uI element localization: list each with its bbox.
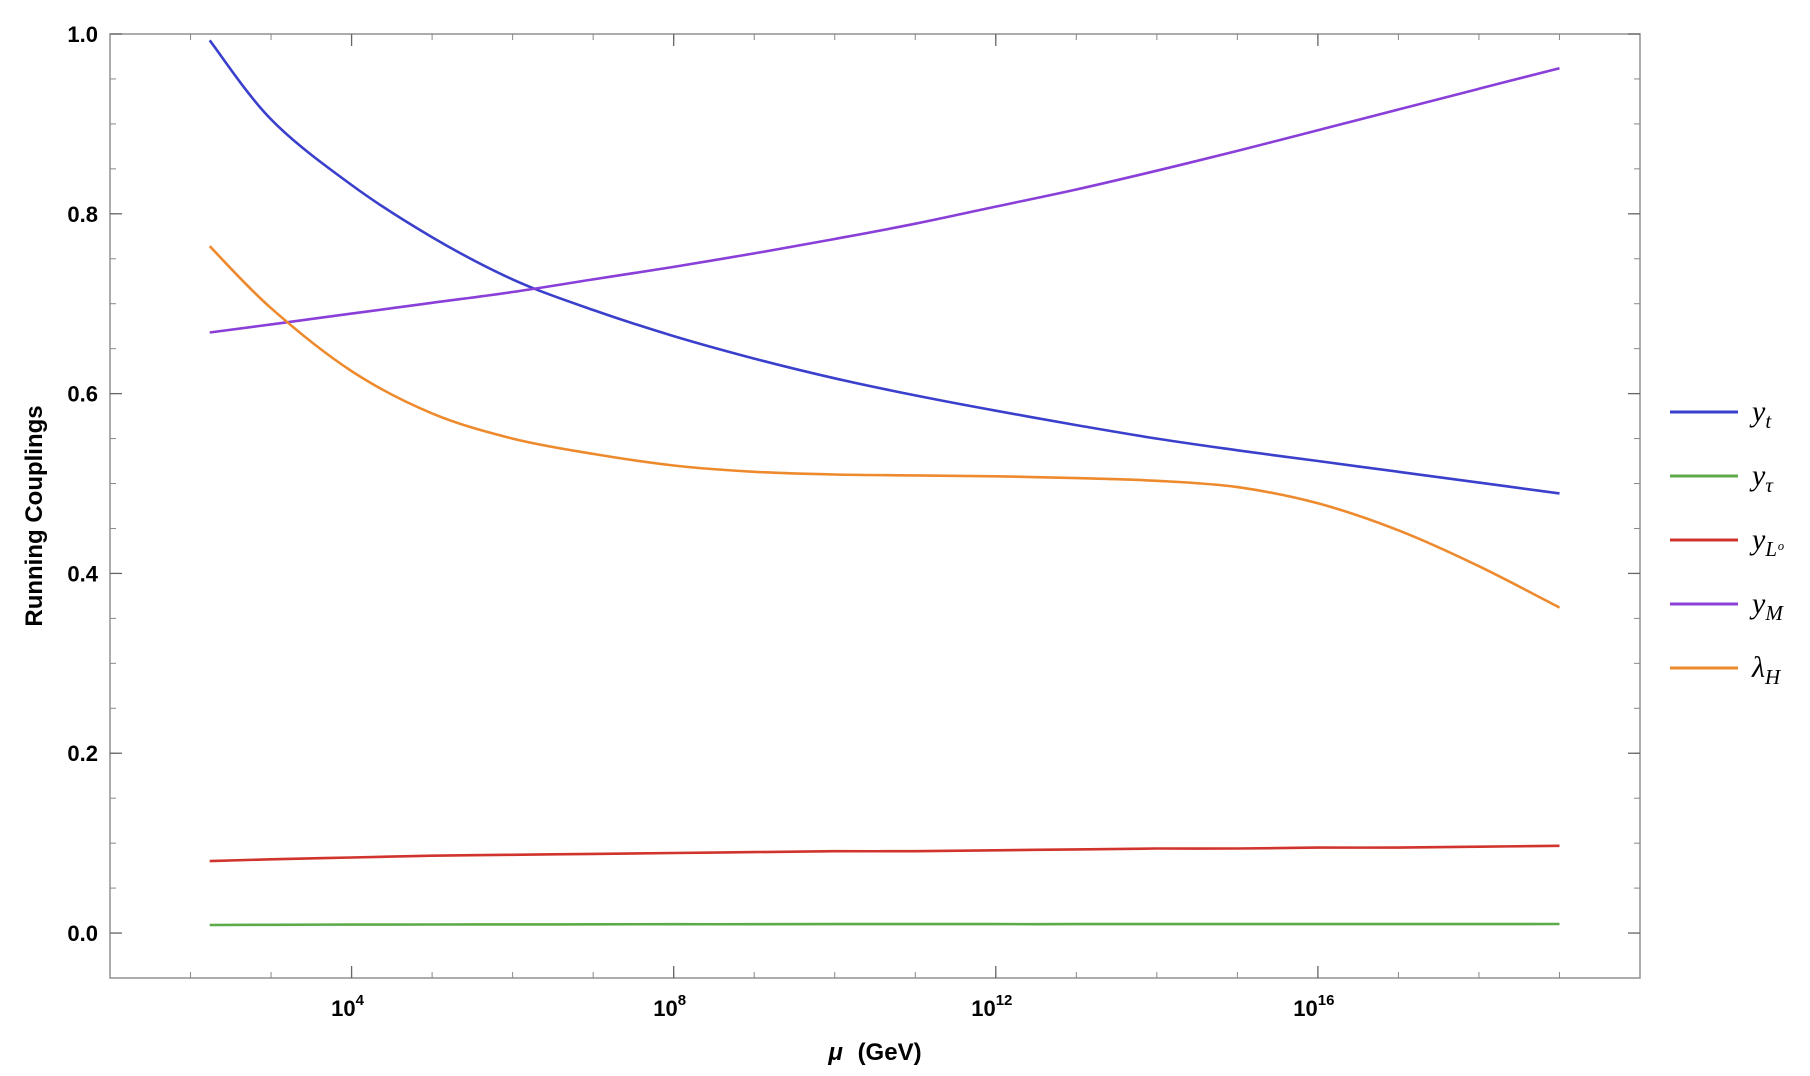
y-axis-ticks: 0.0 0.2 0.4 0.6 0.8 1.0 [67, 22, 1640, 946]
series-line [209, 922, 1560, 927]
x-tick-label: 104 [331, 992, 364, 1021]
y-tick-label: 1.0 [67, 22, 98, 47]
plot-frame [109, 33, 1641, 979]
y-tick-label: 0.4 [67, 561, 98, 586]
series-layer [208, 39, 1561, 927]
x-axis-symbol: μ [827, 1039, 843, 1066]
legend: yt yτ yLᵒ yM λH [1670, 395, 1784, 689]
series-line [209, 66, 1560, 334]
y-tick-label: 0.0 [67, 921, 98, 946]
x-axis-unit: (GeV) [858, 1039, 922, 1066]
y-tick-label: 0.6 [67, 382, 98, 407]
legend-label: yt [1749, 395, 1772, 433]
series-line [208, 245, 1561, 609]
x-axis-title: μ (GeV) [827, 1039, 921, 1066]
legend-label: yτ [1749, 459, 1774, 497]
x-tick-label: 108 [653, 992, 686, 1021]
x-tick-label: 1016 [1293, 992, 1334, 1021]
x-tick-label: 1012 [971, 992, 1012, 1021]
y-tick-label: 0.8 [67, 202, 98, 227]
x-axis-ticks: 104 108 1012 1016 [331, 34, 1334, 1021]
y-axis-title: Running Couplings [21, 405, 48, 626]
series-line [209, 844, 1560, 863]
y-tick-label: 0.2 [67, 741, 98, 766]
series-line [208, 39, 1560, 495]
legend-label: yLᵒ [1749, 523, 1784, 561]
legend-label: λH [1751, 651, 1782, 689]
legend-label: yM [1749, 587, 1784, 625]
